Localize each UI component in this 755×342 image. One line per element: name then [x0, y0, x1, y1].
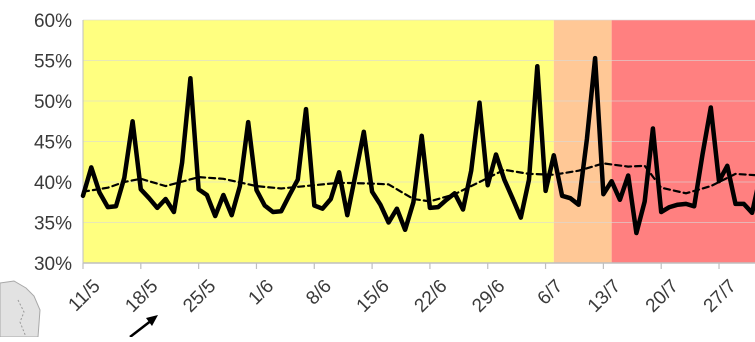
- y-tick-label: 55%: [34, 52, 72, 73]
- x-axis-ticks: 11/5 18/5 25/5 1/6 8/6 15/6 22/6 29/6 6/7 13/7 20/…: [65, 263, 741, 317]
- x-tick-label: 20/7: [642, 276, 683, 317]
- arrow-icon: [129, 315, 158, 338]
- x-tick-label: 22/6: [411, 276, 452, 317]
- map-border-line: [17, 299, 27, 338]
- y-tick-label: 60%: [34, 11, 72, 32]
- x-tick-label: 27/7: [700, 276, 741, 317]
- series-line-solid: [80, 55, 755, 236]
- y-tick-label: 35%: [34, 214, 72, 235]
- x-tick-label: 1/6: [245, 276, 279, 310]
- y-tick-label: 40%: [34, 173, 72, 194]
- y-tick-label: 30%: [34, 254, 72, 275]
- x-tick-label: 18/5: [121, 276, 162, 317]
- x-tick-label: 25/5: [179, 276, 220, 317]
- x-tick-label: 29/6: [468, 276, 509, 317]
- series-lines: [80, 55, 755, 236]
- x-tick-label: 13/7: [584, 276, 625, 317]
- x-tick-label: 15/6: [353, 276, 394, 317]
- x-tick-label: 8/6: [302, 276, 336, 310]
- series-line-dashed: [81, 162, 755, 203]
- y-tick-label: 45%: [34, 133, 72, 154]
- y-axis-ticks: 30% 35% 40% 45% 50% 55% 60%: [34, 11, 72, 275]
- x-tick-label: 11/5: [65, 276, 105, 316]
- x-axis: [82, 20, 755, 264]
- map-fragment-shape: [0, 280, 41, 338]
- x-tick-label: 6/7: [534, 276, 568, 310]
- y-tick-label: 50%: [34, 92, 72, 113]
- decorations: [0, 280, 158, 338]
